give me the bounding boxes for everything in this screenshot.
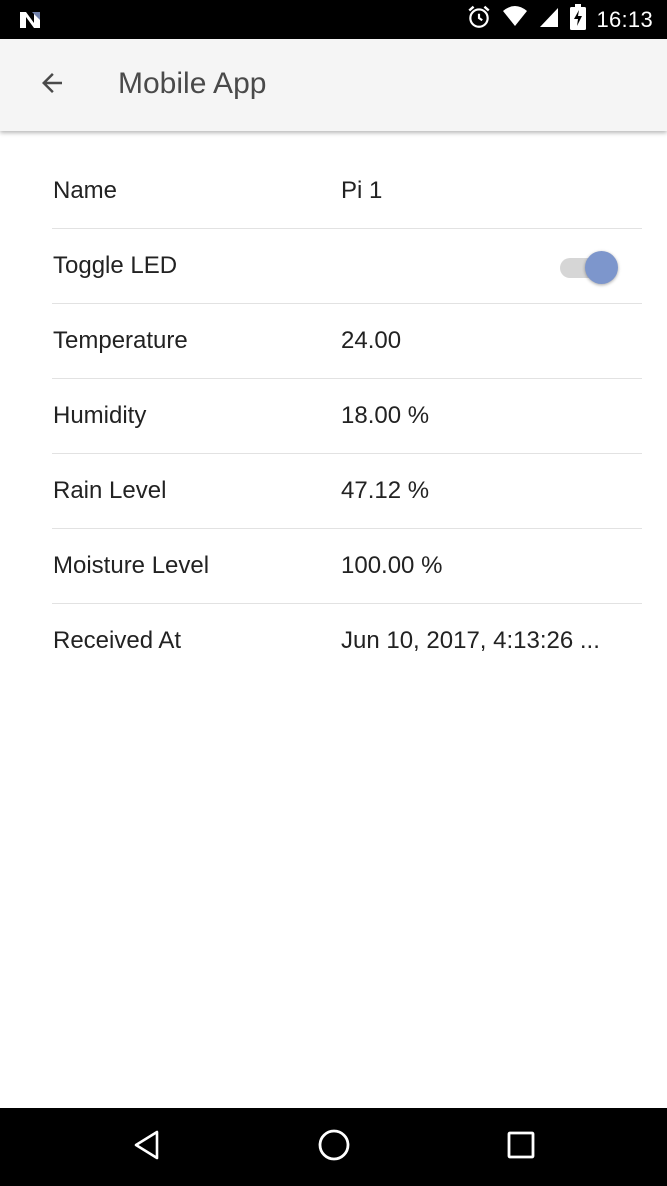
row-received-at: Received At Jun 10, 2017, 4:13:26 ...	[52, 604, 642, 678]
row-toggle-led: Toggle LED	[52, 229, 642, 304]
back-button[interactable]	[28, 61, 76, 109]
row-value: Pi 1	[341, 177, 383, 204]
row-temperature: Temperature 24.00	[52, 304, 642, 379]
status-time: 16:13	[596, 6, 653, 32]
row-label: Moisture Level	[53, 552, 210, 579]
alarm-icon	[466, 4, 492, 35]
page-title: Mobile App	[118, 67, 267, 100]
row-label: Temperature	[53, 327, 188, 354]
toggle-led-switch[interactable]	[558, 251, 618, 284]
row-value: 24.00	[341, 327, 402, 354]
recents-square-icon	[506, 1130, 536, 1165]
cell-signal-icon	[538, 6, 560, 33]
row-label: Received At	[53, 627, 182, 654]
row-name: Name Pi 1	[52, 154, 642, 229]
row-value: 18.00 %	[341, 402, 430, 429]
row-label: Rain Level	[53, 477, 167, 504]
wifi-icon	[502, 5, 528, 34]
status-icons: 16:13	[466, 0, 653, 39]
row-label: Toggle LED	[53, 252, 178, 279]
nav-home-button[interactable]	[309, 1122, 359, 1172]
toggle-thumb	[585, 251, 618, 284]
row-humidity: Humidity 18.00 %	[52, 379, 642, 454]
app-bar: Mobile App	[0, 39, 667, 131]
row-label: Humidity	[53, 402, 147, 429]
battery-charging-icon	[570, 4, 587, 35]
row-value: 47.12 %	[341, 477, 430, 504]
status-bar: 16:13	[0, 0, 667, 39]
detail-list: Name Pi 1 Toggle LED Temperature 24.00 H…	[52, 154, 642, 678]
row-value: 100.00 %	[341, 552, 443, 579]
back-triangle-icon	[131, 1129, 163, 1166]
row-value: Jun 10, 2017, 4:13:26 ...	[341, 627, 600, 654]
row-moisture-level: Moisture Level 100.00 %	[52, 529, 642, 604]
arrow-back-icon	[37, 68, 67, 103]
notification-n-icon	[18, 8, 42, 32]
system-nav-bar	[0, 1108, 667, 1186]
nav-back-button[interactable]	[122, 1122, 172, 1172]
home-circle-icon	[317, 1128, 351, 1167]
nav-recents-button[interactable]	[496, 1122, 546, 1172]
row-rain-level: Rain Level 47.12 %	[52, 454, 642, 529]
row-label: Name	[53, 177, 118, 204]
